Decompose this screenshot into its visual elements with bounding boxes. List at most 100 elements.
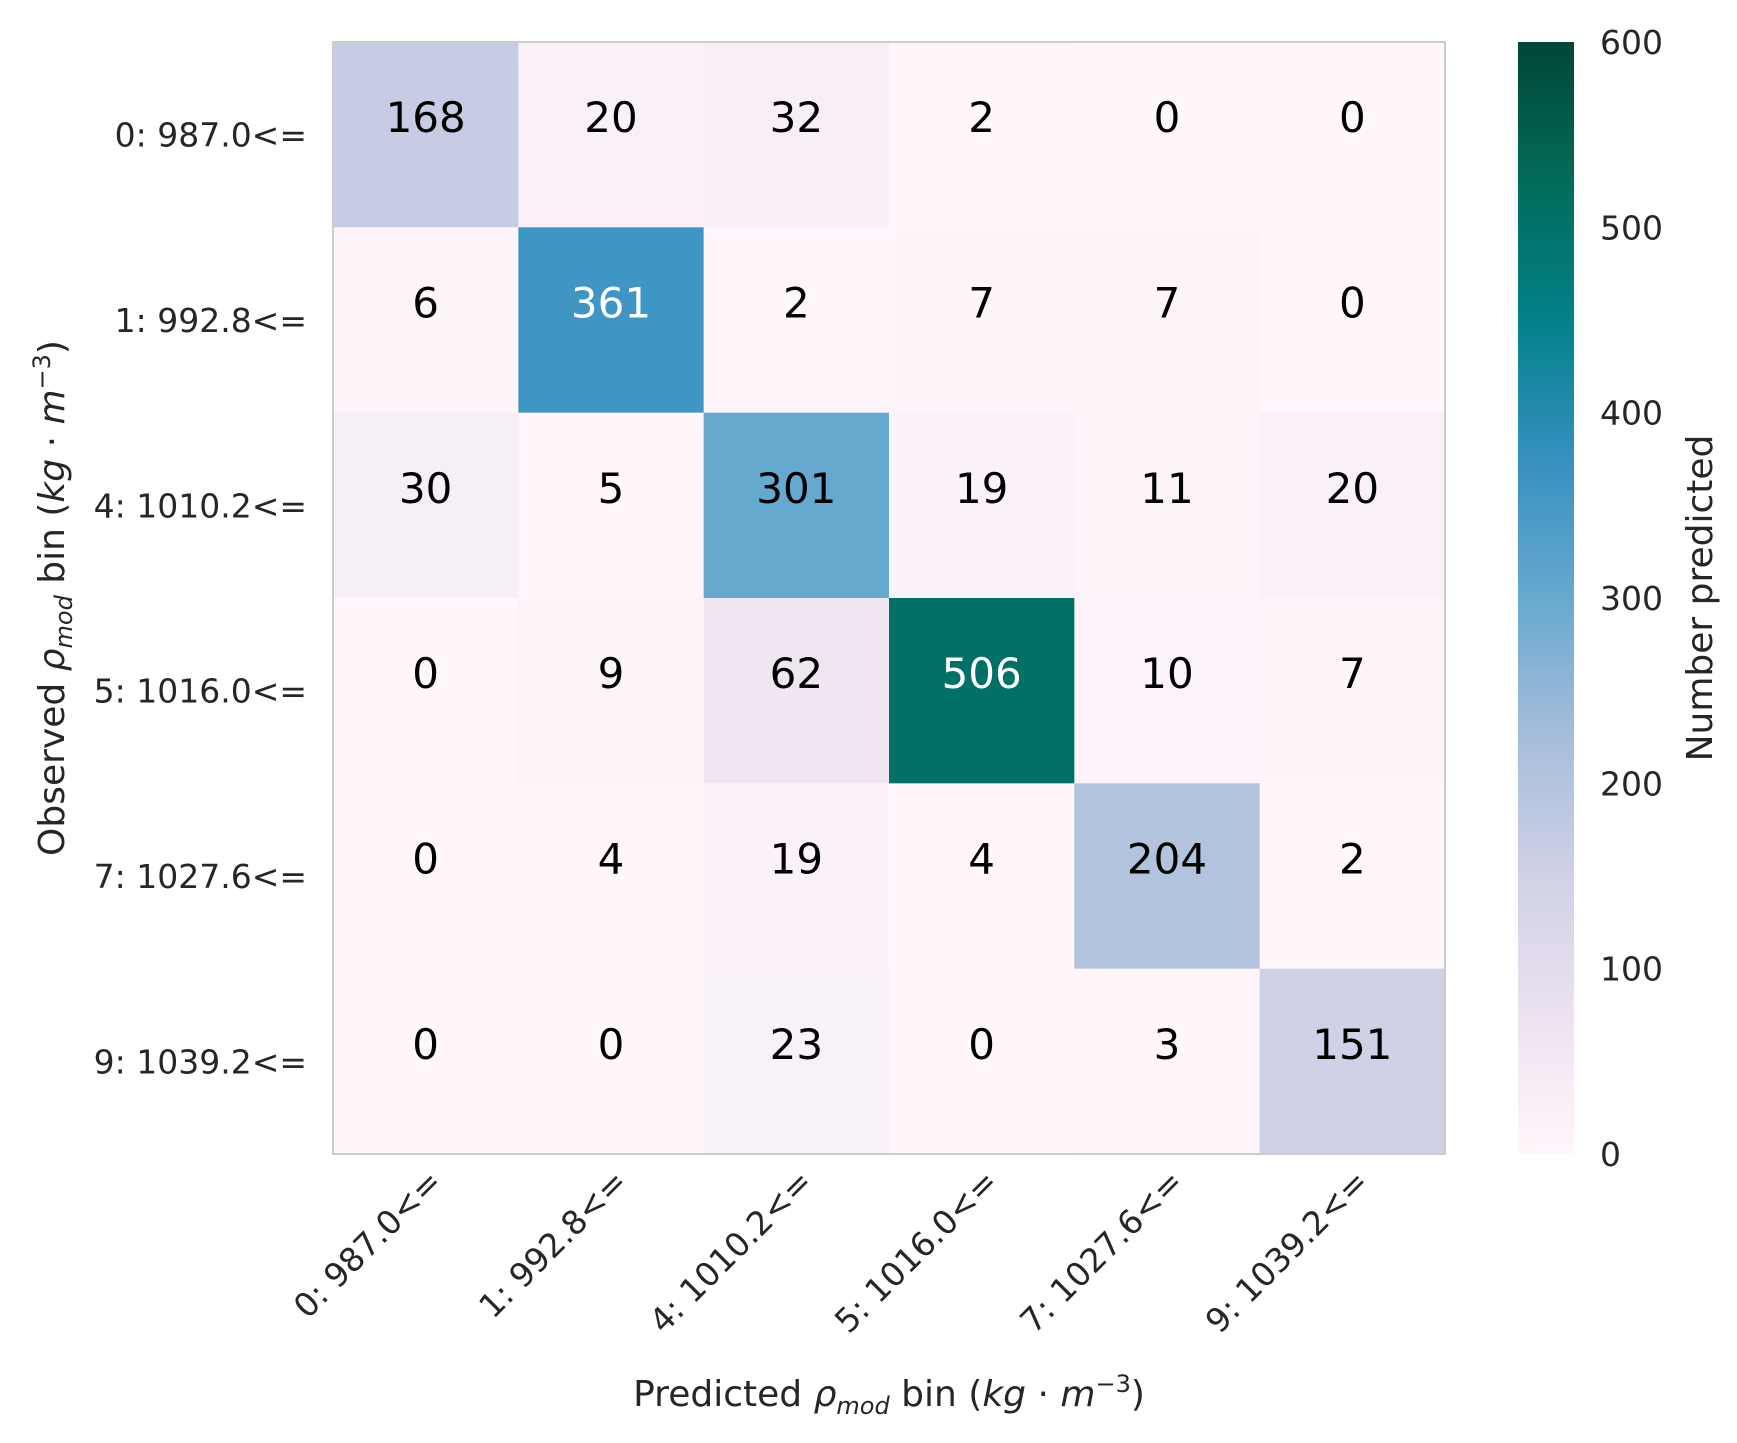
cell-value-label: 11 — [1140, 464, 1193, 513]
cell-value-label: 0 — [412, 835, 439, 884]
heatmap-cell — [1074, 598, 1261, 784]
x-tick-label: 1: 992.8<= — [471, 1162, 635, 1326]
heatmap-cell — [889, 227, 1075, 414]
heatmap-cell — [703, 227, 890, 414]
cell-value-label: 19 — [770, 835, 823, 884]
cell-value-label: 10 — [1140, 649, 1193, 698]
heatmap-cell — [333, 42, 519, 228]
heatmap-cell — [703, 968, 890, 1155]
x-tick-label: 4: 1010.2<= — [642, 1162, 820, 1340]
cell-value-label: 2 — [968, 93, 995, 142]
heatmap-cell — [889, 598, 1075, 784]
heatmap-cell — [518, 968, 705, 1155]
heatmap-cell — [518, 42, 705, 228]
heatmap-cell — [1074, 783, 1261, 970]
cell-value-label: 7 — [968, 279, 995, 328]
heatmap-cell — [1259, 412, 1446, 599]
y-tick-label: 0: 987.0<= — [115, 116, 307, 155]
cell-value-label: 6 — [412, 279, 439, 328]
cell-value-label: 151 — [1312, 1020, 1392, 1069]
heatmap-cell — [703, 42, 890, 228]
x-axis-label: Predicted ρmod bin (kg · m−3) — [633, 1370, 1145, 1420]
colorbar-label: Number predicted — [1680, 435, 1721, 762]
cell-value-label: 3 — [1154, 1020, 1181, 1069]
cell-value-label: 2 — [783, 279, 810, 328]
y-tick-label: 4: 1010.2<= — [94, 486, 307, 525]
cell-value-label: 168 — [386, 93, 466, 142]
x-tick-label: 9: 1039.2<= — [1198, 1162, 1376, 1340]
cell-value-label: 4 — [598, 835, 625, 884]
cell-value-label: 0 — [968, 1020, 995, 1069]
cell-value-label: 23 — [770, 1020, 823, 1069]
cell-value-label: 9 — [598, 649, 625, 698]
heatmap-cell — [1074, 227, 1261, 414]
heatmap-cell — [889, 968, 1075, 1155]
x-tick-labels: 0: 987.0<= 1: 992.8<= 4: 1010.2<= 5: 1016.0… — [286, 1162, 1376, 1340]
heatmap-cell — [333, 968, 519, 1155]
cell-value-label: 2 — [1339, 835, 1366, 884]
heatmap-cell — [889, 42, 1075, 228]
y-tick-label: 7: 1027.6<= — [94, 857, 307, 896]
heatmap-cell — [889, 783, 1075, 970]
cell-value-label: 7 — [1339, 649, 1366, 698]
heatmap-cell — [333, 412, 519, 599]
heatmap-cell — [518, 227, 705, 414]
y-tick-labels: 0: 987.0<= 1: 992.8<= 4: 1010.2<= 5: 1016.0… — [94, 116, 307, 1082]
heatmap-cell — [518, 412, 705, 599]
cell-value-label: 301 — [756, 464, 836, 513]
cell-value-label: 20 — [1326, 464, 1379, 513]
cell-value-label: 0 — [1339, 93, 1366, 142]
heatmap-area: 168 20 32 2 0 06 361 2 7 7 030 5 301 19 11 200 9 62 506 10 7… — [333, 42, 1446, 1155]
heatmap-cell — [518, 598, 705, 784]
heatmap-cell — [1074, 42, 1261, 228]
heatmap-cell — [333, 598, 519, 784]
cell-value-label: 19 — [955, 464, 1008, 513]
colorbar-tick-label: 200 — [1600, 764, 1663, 803]
cell-value-label: 30 — [399, 464, 452, 513]
heatmap-cell — [889, 412, 1075, 599]
cell-value-label: 0 — [412, 1020, 439, 1069]
heatmap-cell — [1074, 412, 1261, 599]
heatmap-cell — [703, 412, 890, 599]
cell-value-label: 361 — [571, 279, 651, 328]
heatmap-cell — [333, 783, 519, 970]
colorbar-ticks: 0 100 200 300 400 500 600 — [1600, 23, 1663, 1174]
colorbar-tick-label: 0 — [1600, 1135, 1621, 1174]
cell-value-label: 0 — [1339, 279, 1366, 328]
colorbar-tick-label: 500 — [1600, 208, 1663, 247]
colorbar — [1518, 42, 1574, 1154]
cell-value-label: 0 — [598, 1020, 625, 1069]
colorbar-tick-label: 600 — [1600, 23, 1663, 62]
cell-value-label: 0 — [412, 649, 439, 698]
cell-value-label: 506 — [942, 649, 1022, 698]
heatmap-cell — [333, 227, 519, 414]
cell-value-label: 62 — [770, 649, 823, 698]
heatmap-cell — [703, 783, 890, 970]
cell-value-label: 20 — [584, 93, 637, 142]
heatmap-frame — [332, 41, 1446, 1155]
cell-value-label: 32 — [770, 93, 823, 142]
cell-value-label: 5 — [598, 464, 625, 513]
heatmap-cell — [1074, 968, 1261, 1155]
x-tick-label: 0: 987.0<= — [286, 1162, 450, 1326]
cell-value-label: 4 — [968, 835, 995, 884]
heatmap-cell — [1259, 598, 1446, 784]
heatmap-cell — [1259, 227, 1446, 414]
cell-value-label: 7 — [1154, 279, 1181, 328]
heatmap-cell — [703, 598, 890, 784]
colorbar-tick-label: 400 — [1600, 394, 1663, 433]
cell-value-label: 0 — [1154, 93, 1181, 142]
y-axis-label: Observed ρmod bin (kg · m−3) — [28, 340, 78, 856]
cell-value-label: 204 — [1127, 835, 1207, 884]
heatmap-cell — [1259, 783, 1446, 970]
y-tick-label: 9: 1039.2<= — [94, 1042, 307, 1081]
colorbar-tick-label: 100 — [1600, 950, 1663, 989]
heatmap-cell — [1259, 42, 1446, 228]
y-tick-label: 5: 1016.0<= — [94, 672, 307, 711]
x-tick-label: 7: 1027.6<= — [1012, 1162, 1190, 1340]
y-tick-label: 1: 992.8<= — [115, 301, 307, 340]
colorbar-tick-label: 300 — [1600, 579, 1663, 618]
heatmap-cell — [1259, 968, 1446, 1155]
heatmap-cell — [518, 783, 705, 970]
